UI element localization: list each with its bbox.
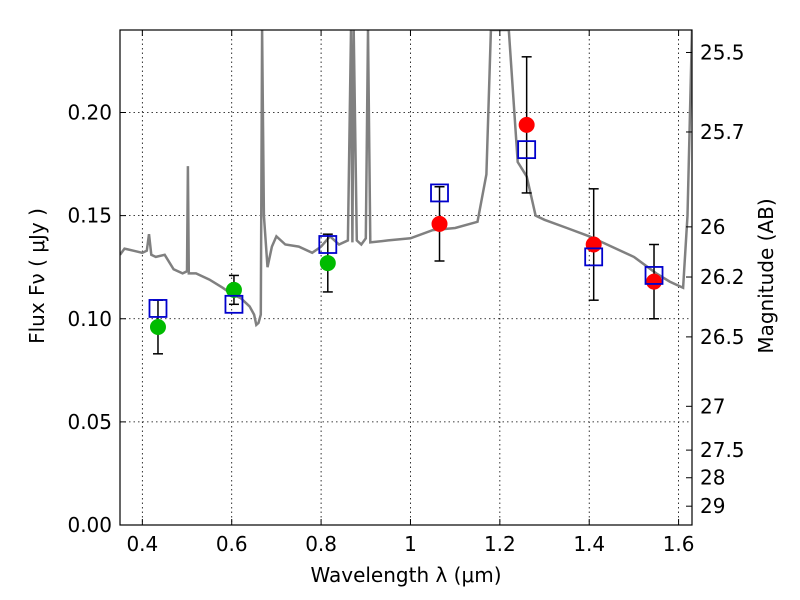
error-bars xyxy=(152,56,660,355)
mag-tick-label: 26.2 xyxy=(700,265,745,289)
mag-tick-label: 27 xyxy=(700,394,725,418)
data-point-circle xyxy=(646,273,663,290)
spectrum-line xyxy=(120,30,692,328)
data-point-circle xyxy=(585,236,602,253)
mag-tick-label: 28 xyxy=(700,466,725,490)
grid-lines xyxy=(120,30,692,526)
x-tick-label: 1 xyxy=(404,532,417,556)
mag-tick-label: 27.5 xyxy=(700,438,745,462)
model-point-square xyxy=(148,299,168,318)
data-point-circle xyxy=(319,255,336,272)
data-point-circle xyxy=(225,281,242,298)
x-axis-label: Wavelength λ (μm) xyxy=(310,563,501,587)
data-point-circle xyxy=(518,116,535,133)
mag-tick-label: 25.7 xyxy=(700,120,745,144)
mag-tick-label: 26 xyxy=(700,215,725,239)
axis-ticks: 0.4 0.6 0.8 1 1.2 1.4 1.6 0.00 0.05 0.10 0.15 0.20 2… xyxy=(67,30,745,556)
x-tick-label: 0.6 xyxy=(216,532,248,556)
y-axis-label-right: Magnitude (AB) xyxy=(754,198,778,353)
model-spectrum xyxy=(120,30,692,328)
y-tick-label: 0.10 xyxy=(67,307,112,331)
mag-tick-label: 26.5 xyxy=(700,325,745,349)
x-tick-label: 1.4 xyxy=(573,532,605,556)
x-tick-label: 0.4 xyxy=(126,532,158,556)
model-point-square xyxy=(318,235,338,254)
y-tick-label: 0.20 xyxy=(67,101,112,125)
model-point-square xyxy=(644,266,664,285)
mag-tick-label: 25.5 xyxy=(700,40,745,64)
data-points xyxy=(148,116,664,335)
model-point-square xyxy=(584,247,604,267)
x-tick-label: 0.8 xyxy=(305,532,337,556)
y-tick-label: 0.15 xyxy=(67,204,112,228)
x-tick-label: 1.2 xyxy=(484,532,516,556)
x-tick-label: 1.6 xyxy=(663,532,695,556)
y-tick-label: 0.00 xyxy=(67,513,112,537)
y-tick-label: 0.05 xyxy=(67,410,112,434)
data-point-circle xyxy=(431,215,448,232)
model-point-square xyxy=(517,140,537,160)
model-point-square xyxy=(224,294,244,314)
mag-tick-label: 29 xyxy=(700,494,725,518)
y-axis-label-left: Flux Fν ( μJy ) xyxy=(25,208,49,344)
model-point-square xyxy=(430,183,449,203)
data-point-circle xyxy=(149,319,166,335)
